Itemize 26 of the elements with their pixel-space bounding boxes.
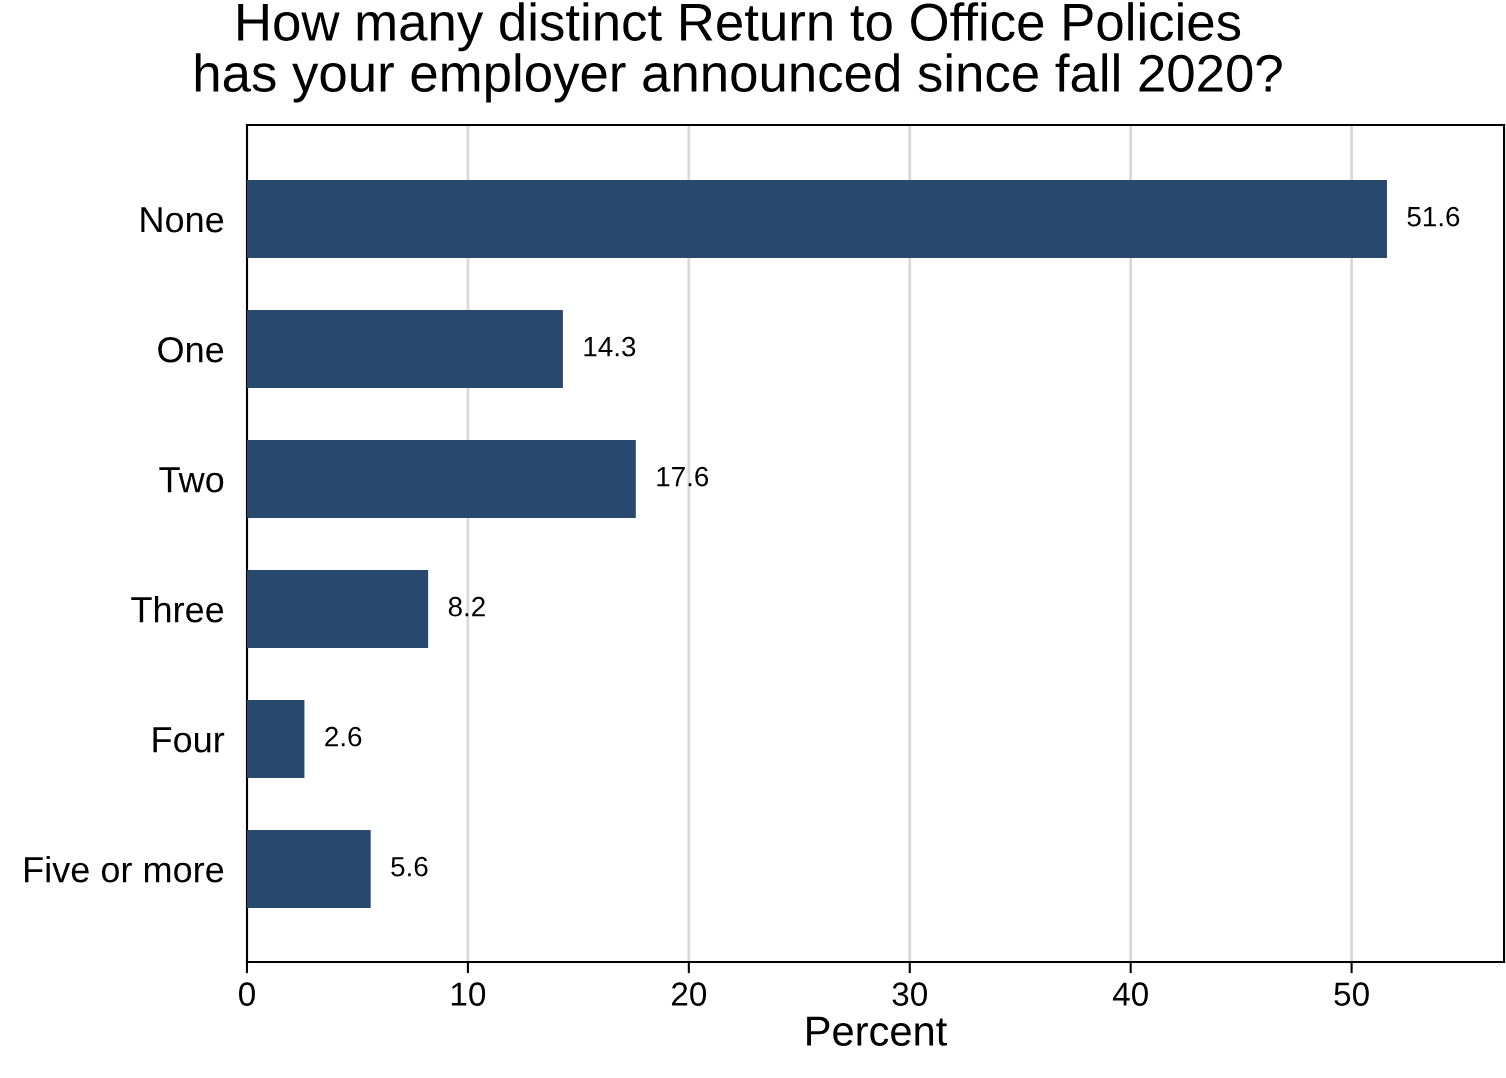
- x-tick-label: 40: [1112, 982, 1148, 1006]
- chart-title: How many distinct Return to Office Policies has your employer announced since fall 2020?: [195, 2, 1282, 103]
- bar: [246, 440, 636, 519]
- bar: [246, 310, 563, 389]
- bar: [246, 180, 1387, 259]
- x-tick-label: 10: [451, 982, 486, 1006]
- y-tick-label: Three: [131, 595, 224, 623]
- bar: [246, 700, 305, 779]
- bar: [246, 830, 371, 909]
- x-tick-label: 30: [892, 982, 927, 1006]
- data-label: 51.6: [1407, 206, 1460, 227]
- x-tick-label: 20: [671, 982, 707, 1006]
- y-tick-label: None: [141, 207, 224, 233]
- y-tick-label: Five or more: [25, 855, 224, 883]
- y-tick-label: One: [158, 336, 224, 363]
- x-tick-label: 0: [239, 982, 255, 1006]
- x-axis-title: Percent: [807, 1016, 948, 1046]
- y-tick-label: Two: [159, 467, 224, 493]
- x-tick-label: 50: [1334, 982, 1369, 1006]
- data-label: 14.3: [584, 336, 636, 357]
- data-label: 8.2: [448, 596, 485, 617]
- data-label: 2.6: [325, 726, 362, 747]
- data-label: 5.6: [391, 856, 428, 877]
- bar: [246, 570, 429, 649]
- y-tick-label: Four: [153, 727, 225, 753]
- data-label: 17.6: [657, 466, 709, 487]
